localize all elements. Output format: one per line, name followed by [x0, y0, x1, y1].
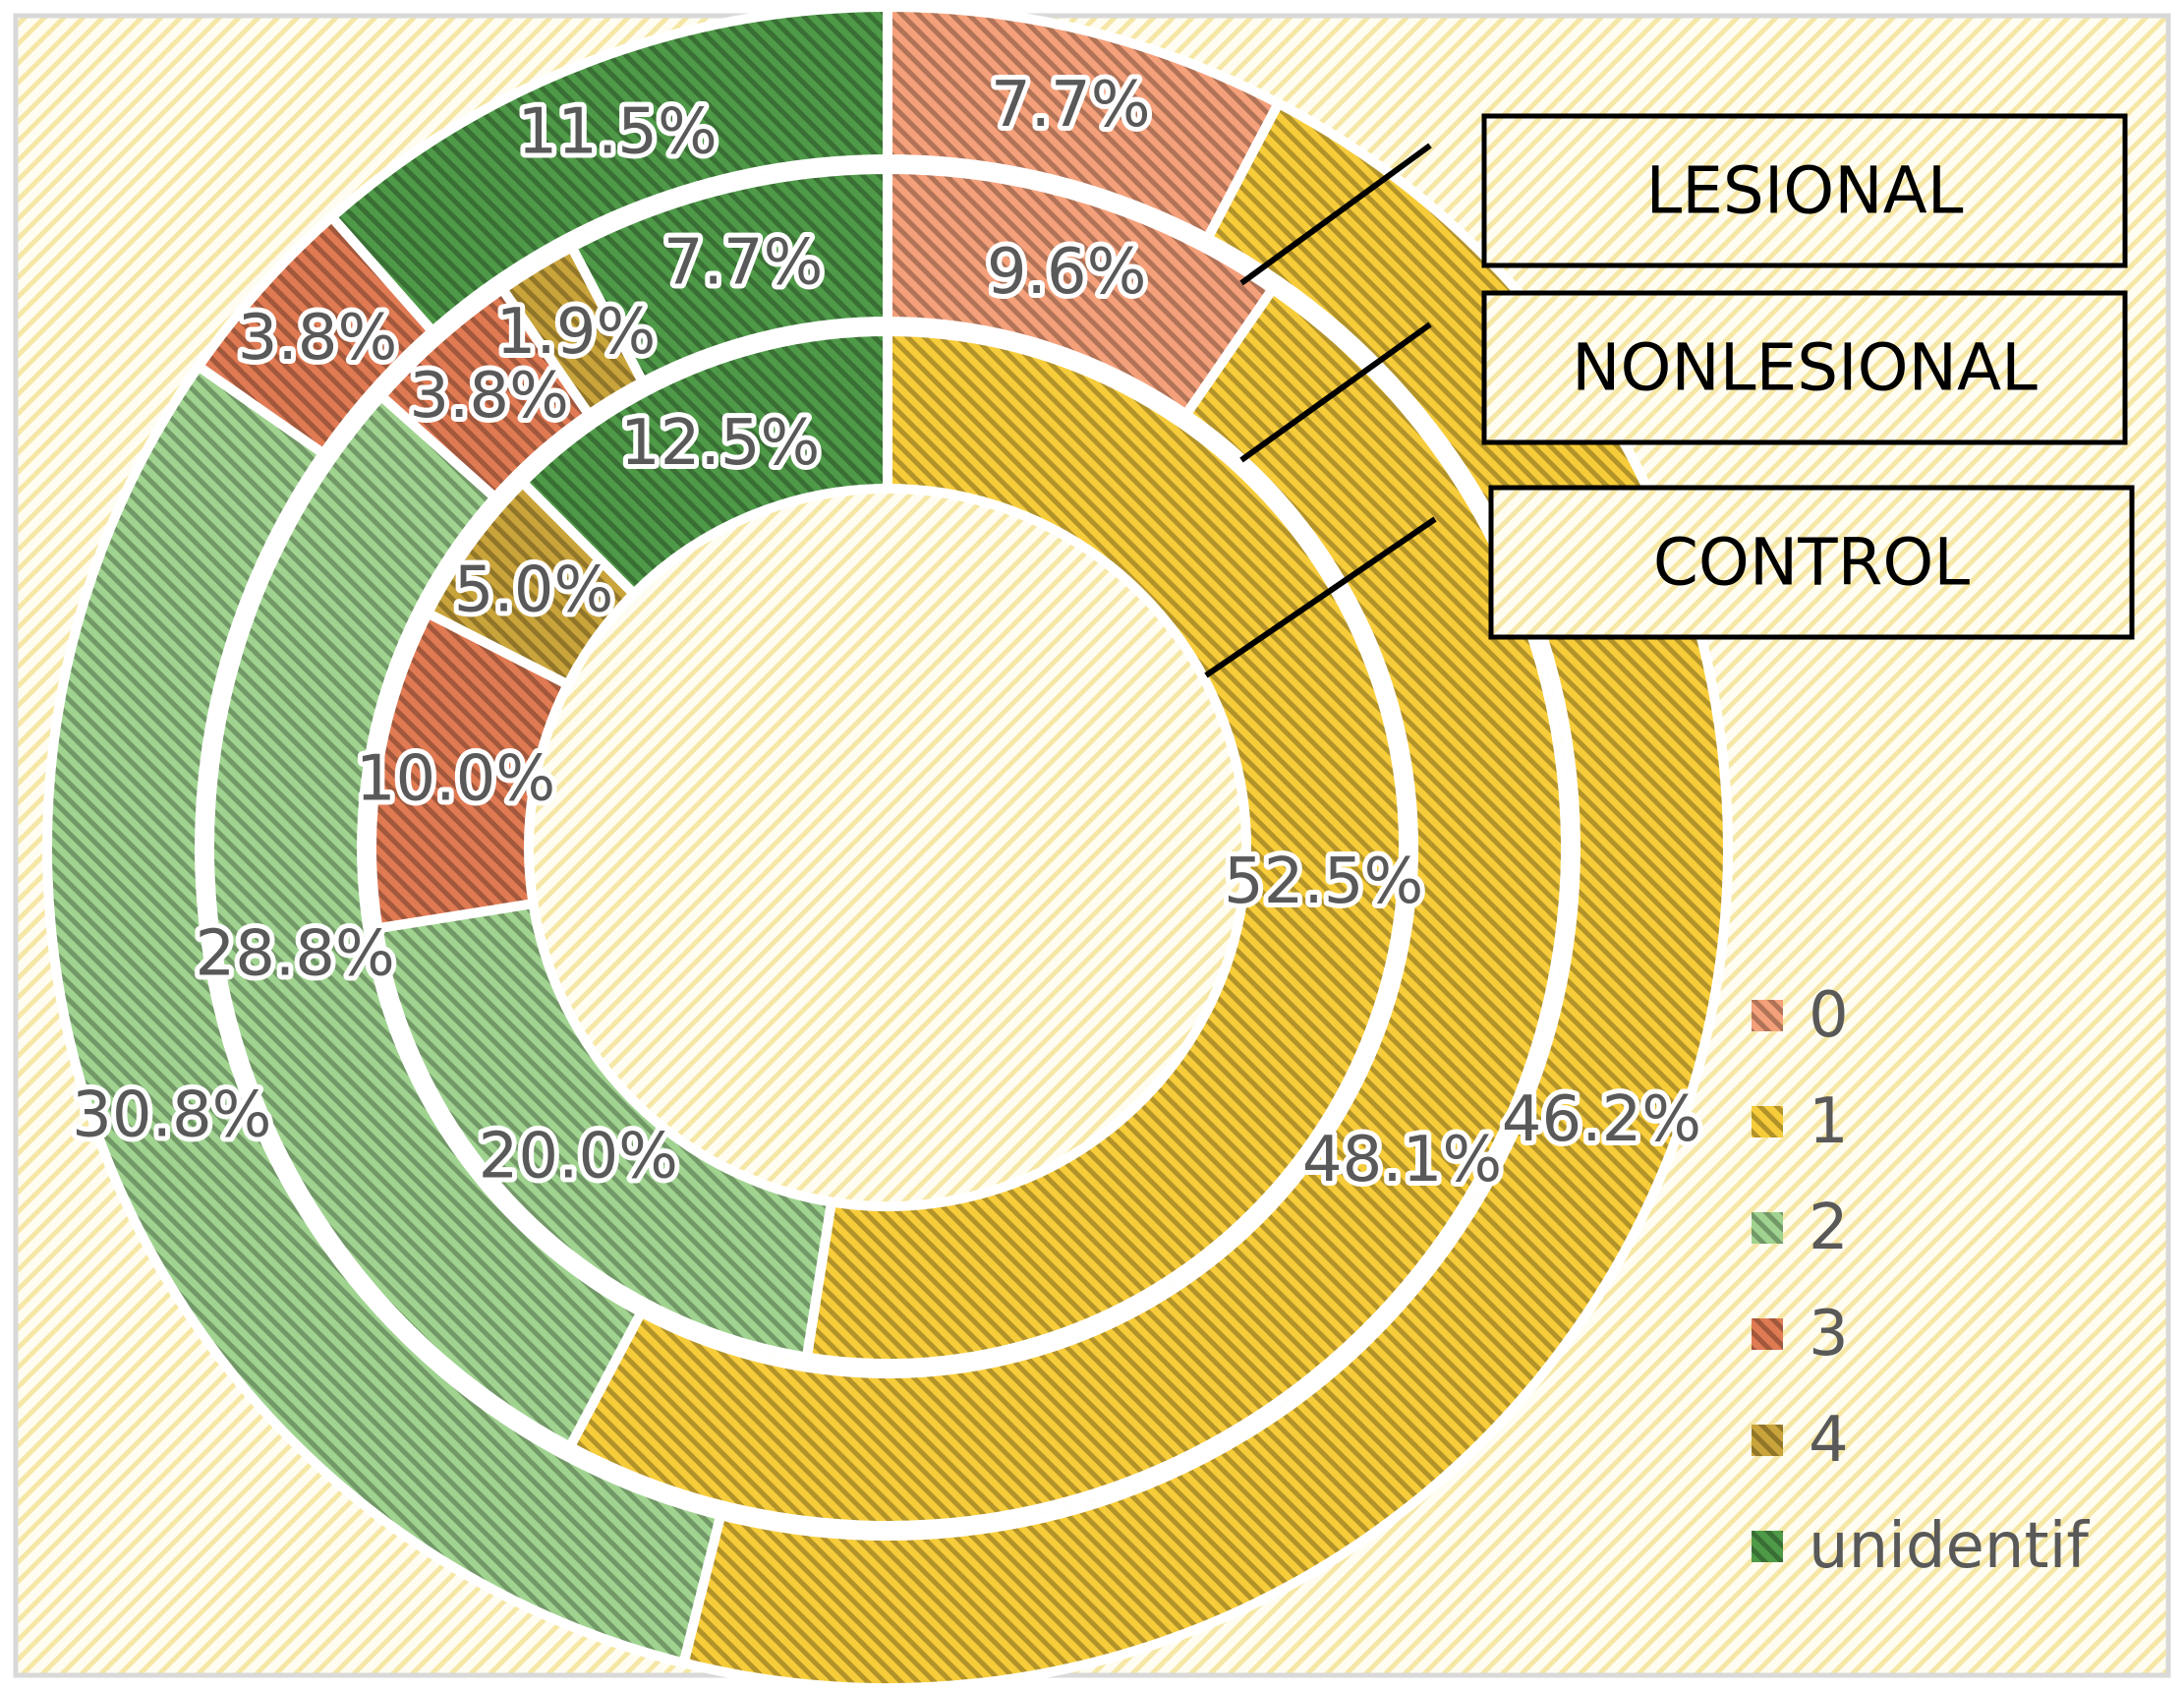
data-label-control-4: 5.0%	[454, 554, 614, 626]
data-label-lesional-unidentif: 11.5%	[518, 96, 718, 169]
legend-label-0: 0	[1809, 979, 1849, 1052]
legend-swatch-0	[1752, 1000, 1783, 1031]
legend-label-3: 3	[1809, 1298, 1849, 1370]
data-label-nonlesional-1: 48.1%	[1302, 1124, 1502, 1196]
ring-callouts: LESIONAL NONLESIONAL CONTROL	[1204, 113, 2135, 678]
data-label-nonlesional-4: 1.9%	[496, 296, 657, 369]
legend-label-unidentif: unidentif	[1809, 1510, 2090, 1583]
slice-nonlesional-1	[564, 283, 1571, 1531]
slice-nonlesional-unidentif	[566, 164, 892, 387]
data-label-lesional-0: 7.7%	[991, 69, 1151, 142]
legend-swatch-1	[1752, 1106, 1783, 1137]
legend-label-4: 4	[1809, 1404, 1849, 1477]
callout-leader-control	[1204, 516, 1437, 678]
data-label-lesional-3: 3.8%	[238, 302, 398, 375]
data-label-control-1: 52.5%	[1224, 846, 1423, 918]
data-label-nonlesional-0: 9.6%	[987, 236, 1147, 309]
slice-lesional-1	[678, 98, 1733, 1691]
legend: 0 1 2 3 4 unidentif	[1752, 979, 2090, 1583]
data-label-nonlesional-2: 28.8%	[195, 917, 394, 990]
callout-label-lesional: LESIONAL	[1645, 153, 1963, 229]
legend-label-2: 2	[1809, 1192, 1849, 1264]
slice-lesional-2	[42, 361, 726, 1668]
legend-swatch-2	[1752, 1212, 1783, 1244]
data-label-control-2: 20.0%	[479, 1121, 678, 1194]
data-label-lesional-2: 30.8%	[72, 1079, 271, 1152]
callout-label-nonlesional: NONLESIONAL	[1572, 330, 2038, 406]
slice-control-1	[801, 326, 1408, 1369]
callout-box-nonlesional	[1481, 290, 2128, 445]
doughnut-rings	[42, 2, 1733, 1691]
callout-box-lesional	[1481, 113, 2128, 268]
legend-swatch-unidentif	[1752, 1531, 1783, 1562]
slice-control-unidentif	[517, 326, 892, 599]
slice-nonlesional-2	[204, 390, 647, 1452]
legend-swatch-4	[1752, 1425, 1783, 1456]
callout-box-control	[1488, 485, 2135, 640]
legend-label-1: 1	[1809, 1085, 1849, 1158]
callout-leader-lesional	[1239, 143, 1432, 286]
data-label-control-3: 10.0%	[356, 742, 555, 815]
data-label-nonlesional-unidentif: 7.7%	[663, 226, 824, 299]
data-label-lesional-1: 46.2%	[1502, 1083, 1701, 1156]
data-label-control-unidentif: 12.5%	[620, 407, 820, 480]
callout-leader-nonlesional	[1239, 321, 1432, 463]
slice-control-2	[373, 899, 836, 1363]
callout-label-control: CONTROL	[1653, 525, 1971, 601]
slice-lesional-unidentif	[326, 2, 892, 336]
data-label-nonlesional-3: 3.8%	[409, 360, 569, 433]
data-labels: 7.7% 46.2% 30.8% 3.8% 11.5% 9.6% 48.1% 28.8% 3.8…	[67, 64, 1706, 1201]
legend-swatch-3	[1752, 1318, 1783, 1350]
